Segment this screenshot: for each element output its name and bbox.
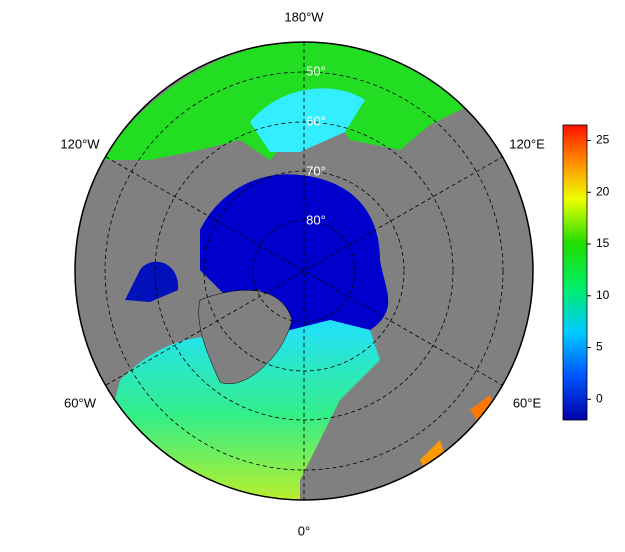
lat-label: 80° <box>306 212 326 227</box>
graticule <box>104 42 504 500</box>
colorbar-tick-label: 15 <box>596 236 610 250</box>
lon-label: 0° <box>298 523 310 538</box>
lat-label: 60° <box>306 113 326 128</box>
map-border <box>74 41 534 501</box>
lat-label: 70° <box>306 163 326 178</box>
colorbar-tick-label: 25 <box>596 133 610 147</box>
colorbar-tick-label: 10 <box>596 288 610 302</box>
lon-label: 180°W <box>284 9 324 24</box>
lon-label: 120°E <box>509 136 545 151</box>
lat-label: 50° <box>306 63 326 78</box>
colorbar-tick-label: 20 <box>596 184 610 198</box>
lon-label: 60°E <box>513 395 542 410</box>
colorbar-tick-label: 0 <box>596 391 603 405</box>
colorbar <box>562 124 588 421</box>
colorbar-tick-label: 5 <box>596 340 603 354</box>
map-disk <box>75 42 533 500</box>
lon-label: 60°W <box>64 395 97 410</box>
lon-label: 120°W <box>60 136 100 151</box>
